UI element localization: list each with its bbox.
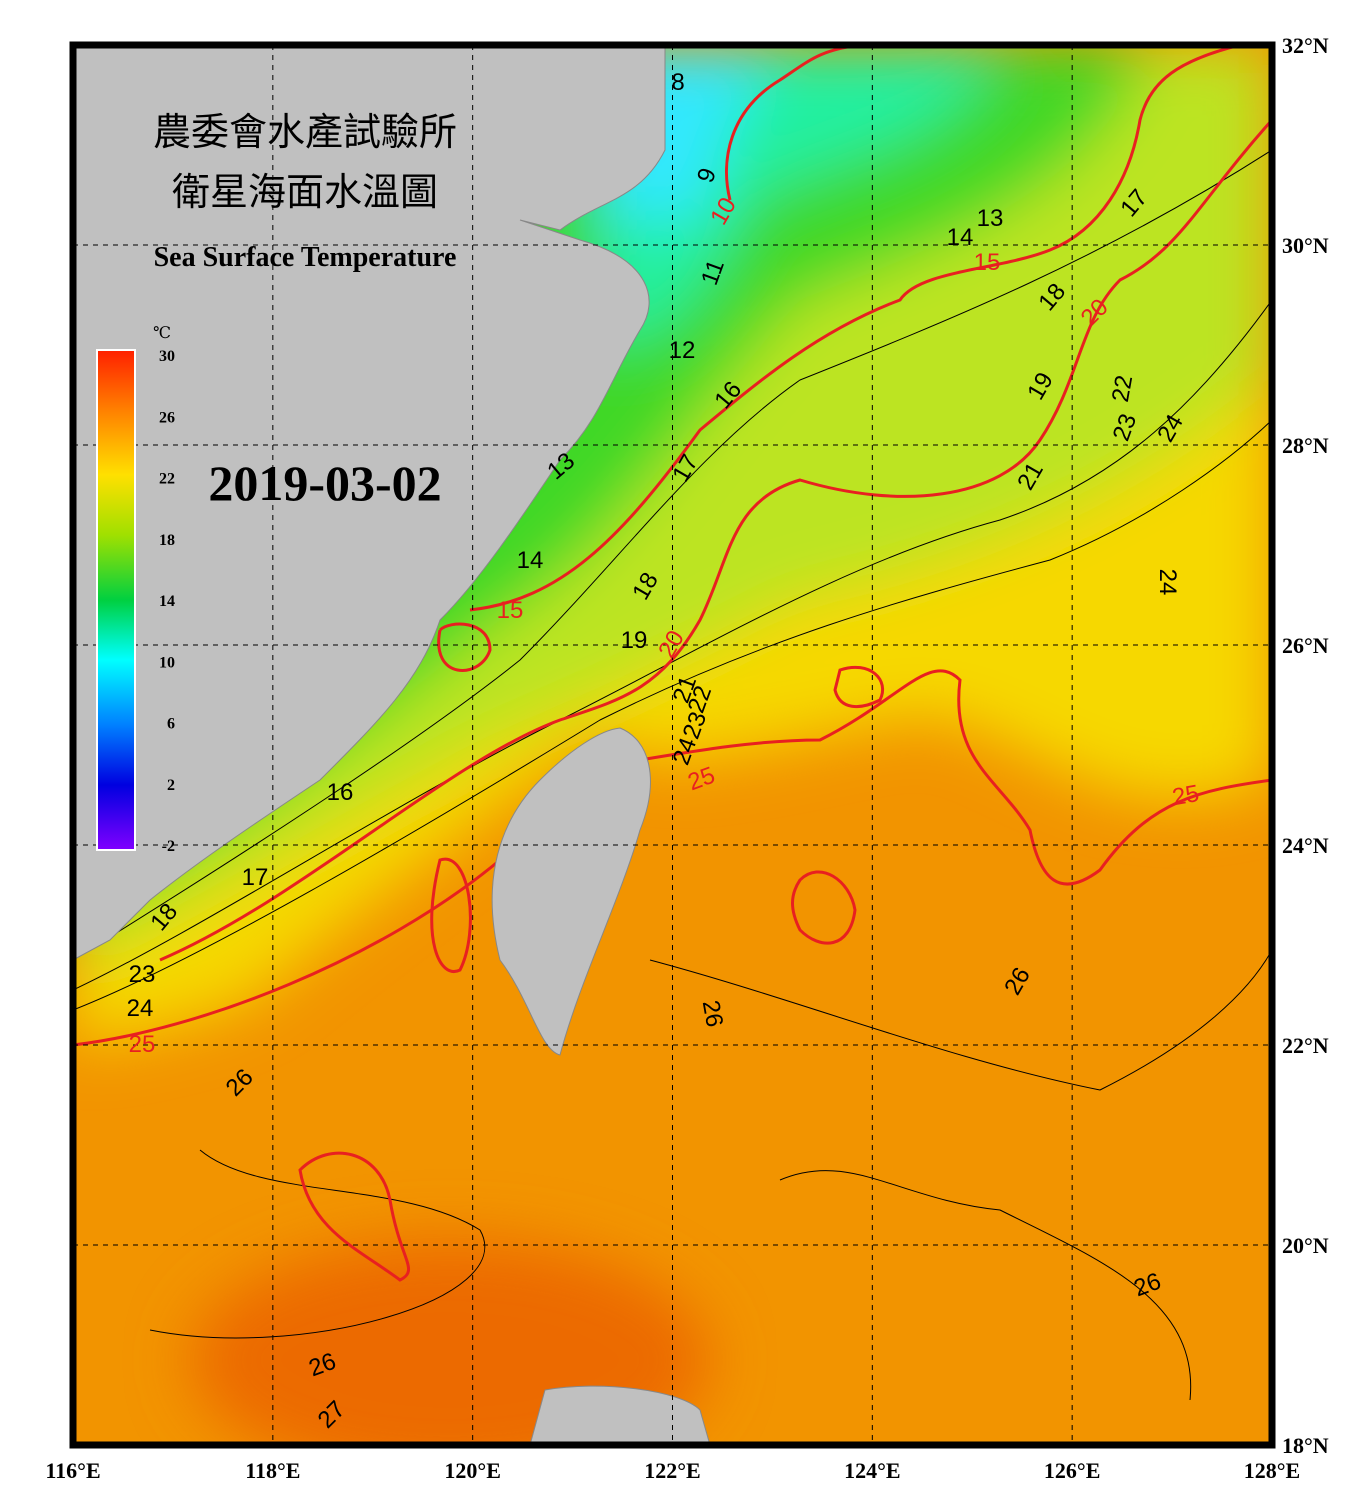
contour-label: 23 [129,961,156,988]
land [73,45,711,1445]
title-zh: 衛星海面水溫圖 [172,170,438,214]
lon-label: 128°E [1244,1458,1300,1483]
contour-label: 17 [242,864,269,891]
contour-label: 14 [947,224,974,251]
sea-field [73,45,1272,1445]
contour-label: 19 [621,627,648,654]
lat-label: 20°N [1282,1233,1329,1258]
lon-label: 116°E [45,1458,100,1483]
contour-label: 12 [669,337,696,364]
lon-label: 118°E [245,1458,300,1483]
contour-label: 25 [1170,780,1201,811]
red-isotherms [73,45,1272,1282]
lon-label: 126°E [1044,1458,1100,1483]
contour-label: 8 [671,69,684,96]
colorbar-tick-label: 30 [159,348,175,365]
contour-label: 25 [129,1031,156,1058]
map-frame [69,41,1276,1449]
contour-label: 13 [977,205,1004,232]
contour-label: 15 [974,249,1001,276]
colorbar-tick-label: 18 [159,532,175,549]
lat-label: 28°N [1282,433,1329,458]
date: 2019-03-02 [208,455,441,511]
contour-label: 22 [1107,373,1138,404]
contour-label: 26 [697,998,728,1029]
contour-label: 24 [1154,569,1181,596]
colorbar-unit: ℃ [153,323,171,342]
colorbar-tick-label: 22 [159,471,175,488]
colorbar-tick-label: 10 [159,654,175,671]
graticule [73,45,1272,1445]
lat-label: 22°N [1282,1033,1329,1058]
lat-label: 26°N [1282,633,1329,658]
lat-label: 30°N [1282,233,1329,258]
colorbar-tick-label: 6 [167,716,175,733]
isotherms [73,149,1272,1401]
colorbar [96,349,136,851]
contour-label: 24 [127,995,154,1022]
lon-label: 122°E [644,1458,700,1483]
colorbar-tick-label: 2 [167,777,175,794]
title-en: Sea Surface Temperature [154,242,457,273]
title-zh: 農委會水產試驗所 [153,110,457,154]
contour-label: 16 [327,779,354,806]
contour-label: 14 [517,547,544,574]
contour-label: 15 [497,597,524,624]
colorbar-tick-label: 14 [159,593,175,610]
colorbar-tick-label: 26 [159,409,175,426]
lat-label: 18°N [1282,1433,1329,1458]
lat-label: 32°N [1282,33,1329,58]
colorbar-tick-label: -2 [162,838,175,855]
lon-label: 120°E [444,1458,500,1483]
lon-label: 124°E [844,1458,900,1483]
lat-label: 24°N [1282,833,1329,858]
